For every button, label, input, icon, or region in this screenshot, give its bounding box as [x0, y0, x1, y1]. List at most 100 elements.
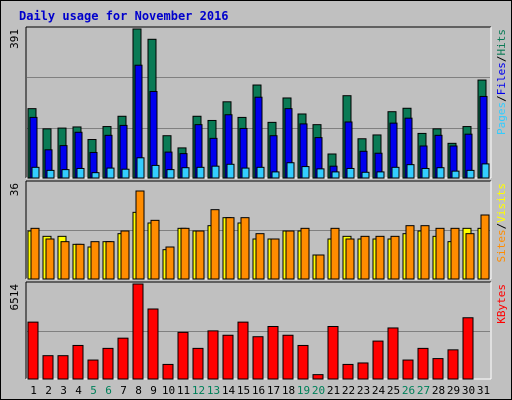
sites-bar	[375, 235, 385, 280]
sites-bar	[270, 238, 280, 280]
pages-bar	[421, 167, 430, 179]
kbytes-bar	[282, 334, 294, 380]
pages-bar	[361, 171, 370, 179]
kbytes-bar	[447, 349, 459, 380]
sites-bar	[420, 225, 430, 280]
sites-bar	[225, 217, 235, 280]
legend-separator: /	[495, 95, 508, 102]
pages-bar	[376, 171, 385, 179]
x-tick-label: 3	[60, 384, 67, 397]
pages-bar	[181, 167, 190, 179]
sites-bar	[435, 227, 445, 280]
x-tick-label: 24	[372, 384, 386, 397]
x-tick-label: 31	[477, 384, 490, 397]
sites-bar	[165, 246, 175, 280]
kbytes-bar	[297, 344, 309, 380]
pages-bar	[211, 165, 220, 179]
files-bar	[254, 96, 263, 179]
legend-entry: KBytes	[495, 284, 508, 324]
sites-bar	[90, 241, 100, 280]
kbytes-bar	[417, 347, 429, 380]
kbytes-bar	[132, 283, 144, 380]
kbytes-bar	[72, 344, 84, 380]
x-tick-label: 27	[417, 384, 430, 397]
sites-bar	[285, 230, 295, 280]
x-tick-label: 14	[222, 384, 236, 397]
sites-bar	[300, 227, 310, 280]
kbytes-bar	[162, 363, 174, 380]
kbytes-bar	[462, 317, 474, 380]
sites-bar	[405, 225, 415, 280]
x-tick-label: 4	[75, 384, 82, 397]
x-tick-label: 7	[120, 384, 127, 397]
sites-bar	[240, 217, 250, 280]
sites-bar	[450, 227, 460, 280]
pages-bar	[436, 167, 445, 179]
x-tick-label: 21	[327, 384, 340, 397]
kbytes-bar	[207, 330, 219, 380]
kbytes-bar	[372, 340, 384, 380]
x-tick-label: 2	[45, 384, 52, 397]
sites-bar	[480, 214, 490, 280]
kbytes-bar	[147, 308, 159, 380]
x-tick-label: 12	[192, 384, 205, 397]
legend-entry: Pages	[495, 102, 508, 135]
x-tick-label: 26	[402, 384, 415, 397]
x-tick-label: 5	[90, 384, 97, 397]
y-max-label: 36	[8, 183, 21, 196]
pages-bar	[286, 162, 295, 179]
legend-bottom-panel: KBytes	[495, 284, 508, 324]
y-max-label: 6514	[8, 284, 21, 311]
legend-middle-panel: Sites/Visits	[495, 183, 508, 263]
sites-bar	[210, 209, 220, 280]
pages-bar	[61, 169, 70, 179]
kbytes-bar	[237, 321, 249, 380]
sites-bar	[45, 238, 55, 280]
legend-top-panel: Pages/Files/Hits	[495, 29, 508, 135]
pages-bar	[226, 163, 235, 179]
pages-bar	[331, 171, 340, 179]
kbytes-bar	[222, 334, 234, 380]
sites-bar	[60, 241, 70, 280]
pages-bar	[391, 166, 400, 179]
kbytes-bar	[432, 358, 444, 380]
legend-entry: Visits	[495, 183, 508, 223]
x-tick-label: 25	[387, 384, 400, 397]
pages-bar	[481, 163, 490, 179]
pages-bar	[301, 166, 310, 179]
pages-bar	[406, 164, 415, 179]
kbytes-bar	[177, 331, 189, 380]
x-tick-label: 1	[30, 384, 37, 397]
x-tick-label: 18	[282, 384, 295, 397]
sites-bar	[105, 241, 115, 280]
pages-bar	[256, 166, 265, 179]
kbytes-bar	[342, 363, 354, 380]
sites-bar	[30, 227, 40, 280]
pages-bar	[451, 170, 460, 179]
pages-bar	[76, 167, 85, 179]
sites-bar	[360, 235, 370, 280]
legend-separator: /	[495, 223, 508, 230]
x-tick-label: 23	[357, 384, 370, 397]
kbytes-bar	[312, 374, 324, 380]
x-tick-label: 17	[267, 384, 280, 397]
x-tick-label: 30	[462, 384, 475, 397]
legend-separator: /	[495, 56, 508, 63]
x-tick-label: 19	[297, 384, 310, 397]
kbytes-bar	[357, 362, 369, 380]
x-tick-label: 22	[342, 384, 355, 397]
sites-bar	[135, 190, 145, 280]
kbytes-bar	[387, 327, 399, 380]
pages-bar	[196, 166, 205, 179]
x-tick-label: 20	[312, 384, 325, 397]
pages-bar	[316, 168, 325, 179]
sites-bar	[180, 227, 190, 280]
kbytes-bar	[252, 336, 264, 380]
pages-bar	[46, 169, 55, 179]
sites-bar	[345, 238, 355, 280]
kbytes-bar	[192, 347, 204, 380]
x-tick-label: 16	[252, 384, 265, 397]
kbytes-bar	[102, 347, 114, 380]
